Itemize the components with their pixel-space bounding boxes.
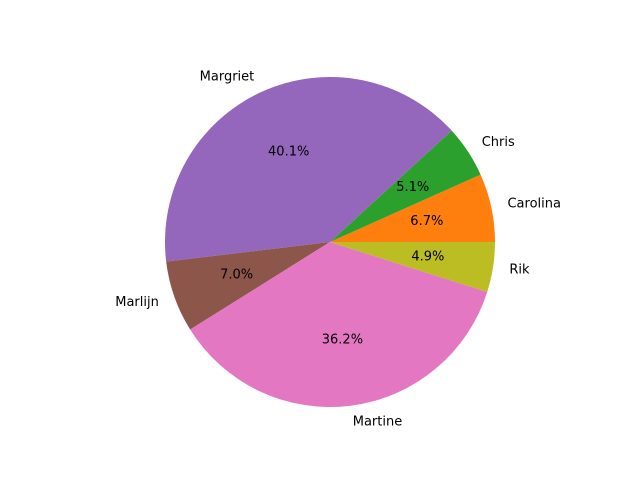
pie-percent-chris: 5.1%: [396, 180, 429, 195]
pie-label-rik: Rik: [509, 262, 530, 277]
pie-percent-rik: 4.9%: [411, 250, 444, 265]
pie-slice-marlijn: [166, 242, 330, 330]
pie-percent-marlijn: 7.0%: [220, 267, 253, 282]
pie-label-margriet: Margriet: [200, 70, 255, 85]
pie-category-labels: Carolina Chris Margriet Marlijn Martine Rik: [115, 70, 561, 430]
pie-label-marlijn: Marlijn: [115, 295, 159, 310]
pie-label-carolina: Carolina: [507, 197, 560, 212]
pie-slice-martine: [190, 242, 488, 407]
pie-slice-chris: [330, 130, 481, 242]
pie-label-martine: Martine: [353, 415, 402, 430]
pie-percent-carolina: 6.7%: [410, 214, 443, 229]
pie-slice-carolina: [330, 174, 495, 242]
pie-percent-margriet: 40.1%: [268, 145, 309, 160]
pie-slice-margriet: [165, 77, 452, 262]
pie-slices: [165, 77, 495, 407]
pie-label-chris: Chris: [482, 135, 515, 150]
pie-slice-rik: [330, 242, 495, 293]
pie-percent-labels: 6.7% 5.1% 40.1% 7.0% 36.2% 4.9%: [220, 145, 444, 348]
pie-percent-martine: 36.2%: [322, 333, 363, 348]
